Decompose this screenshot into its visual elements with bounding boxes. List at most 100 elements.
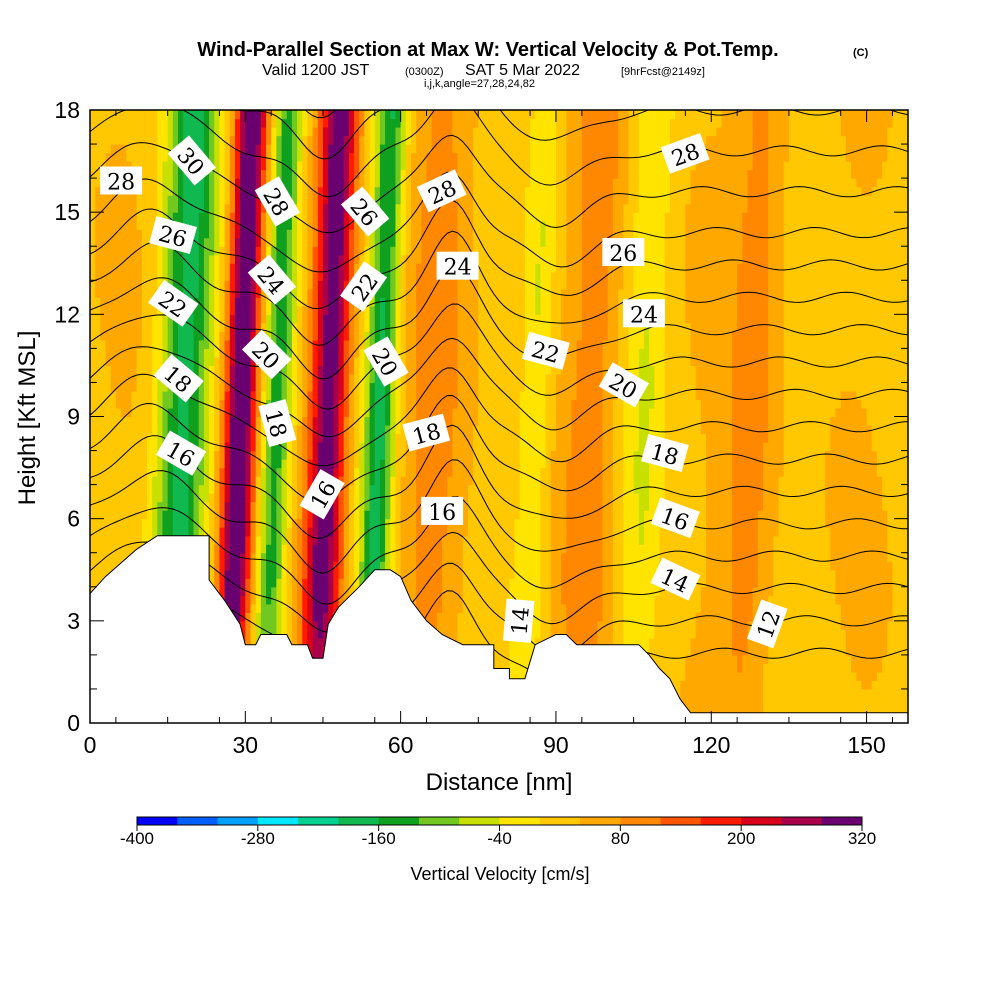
- w-cell: [198, 237, 205, 247]
- w-cell: [281, 322, 288, 332]
- w-cell: [126, 195, 133, 205]
- w-cell: [338, 127, 345, 137]
- w-cell: [141, 314, 148, 324]
- w-cell: [203, 433, 210, 443]
- w-cell: [152, 254, 158, 264]
- w-cell: [364, 501, 371, 511]
- w-cell: [229, 484, 236, 494]
- w-cell: [385, 399, 391, 409]
- w-cell: [240, 144, 246, 154]
- w-cell: [333, 152, 340, 162]
- w-cell: [255, 246, 262, 256]
- w-cell: [234, 425, 241, 435]
- w-cell: [421, 348, 428, 358]
- w-cell: [152, 339, 158, 349]
- w-cell: [426, 612, 433, 622]
- w-cell: [115, 161, 122, 171]
- w-cell: [291, 356, 298, 367]
- w-cell: [100, 527, 107, 537]
- w-cell: [100, 459, 107, 469]
- w-cell: [250, 518, 257, 528]
- w-cell: [338, 450, 345, 460]
- w-cell: [390, 144, 397, 154]
- w-cell: [390, 305, 397, 315]
- w-cell: [333, 127, 340, 137]
- w-cell: [219, 552, 226, 562]
- w-cell: [146, 425, 153, 435]
- w-cell: [328, 527, 334, 537]
- w-cell: [436, 212, 443, 222]
- w-cell: [178, 416, 184, 426]
- w-cell: [317, 612, 324, 622]
- w-cell: [364, 373, 371, 384]
- w-cell: [224, 518, 231, 528]
- w-cell: [157, 348, 164, 358]
- w-cell: [214, 365, 221, 375]
- w-cell: [110, 237, 117, 247]
- w-cell: [100, 407, 107, 418]
- w-cell: [317, 135, 324, 145]
- w-cell: [229, 433, 236, 443]
- w-cell: [307, 169, 314, 179]
- w-cell: [167, 493, 174, 503]
- w-cell: [136, 118, 143, 128]
- w-cell: [400, 144, 407, 154]
- w-cell: [343, 178, 350, 188]
- w-cell: [126, 212, 133, 222]
- w-cell: [302, 169, 309, 179]
- w-cell: [426, 467, 433, 477]
- w-cell: [421, 595, 428, 605]
- w-cell: [209, 399, 215, 409]
- w-cell: [157, 246, 164, 256]
- w-cell: [297, 467, 303, 477]
- w-cell: [421, 135, 428, 145]
- w-cell: [276, 331, 283, 341]
- w-cell: [157, 331, 164, 341]
- w-cell: [110, 493, 117, 503]
- w-cell: [317, 595, 324, 605]
- w-cell: [442, 373, 448, 384]
- w-cell: [364, 407, 371, 418]
- w-cell: [405, 203, 412, 213]
- w-cell: [359, 527, 365, 537]
- w-cell: [354, 356, 360, 367]
- w-cell: [302, 459, 309, 469]
- w-cell: [421, 152, 428, 162]
- w-cell: [214, 212, 221, 222]
- w-cell: [431, 169, 438, 179]
- w-cell: [229, 127, 236, 137]
- w-cell: [234, 459, 241, 469]
- w-cell: [307, 263, 314, 273]
- w-cell: [291, 484, 298, 494]
- w-cell: [405, 212, 412, 222]
- w-cell: [431, 620, 438, 630]
- w-cell: [245, 229, 252, 239]
- w-cell: [183, 501, 189, 511]
- w-cell: [405, 339, 412, 349]
- w-cell: [338, 544, 345, 554]
- w-cell: [162, 195, 169, 205]
- w-cell: [178, 527, 184, 537]
- w-cell: [431, 118, 438, 128]
- w-cell: [307, 178, 314, 188]
- w-cell: [416, 212, 422, 222]
- w-cell: [431, 390, 438, 401]
- w-cell: [286, 501, 293, 511]
- w-cell: [400, 178, 407, 188]
- w-cell: [266, 501, 272, 511]
- w-cell: [203, 365, 210, 375]
- w-cell: [416, 271, 422, 281]
- w-cell: [240, 578, 246, 588]
- w-cell: [348, 407, 355, 418]
- w-cell: [395, 297, 402, 307]
- w-cell: [369, 237, 376, 247]
- w-cell: [178, 348, 184, 358]
- w-cell: [281, 254, 288, 264]
- w-cell: [271, 603, 277, 613]
- w-cell: [219, 237, 226, 247]
- w-cell: [281, 169, 288, 179]
- w-cell: [354, 561, 360, 571]
- w-cell: [312, 518, 319, 528]
- w-cell: [214, 356, 221, 367]
- w-cell: [338, 118, 345, 128]
